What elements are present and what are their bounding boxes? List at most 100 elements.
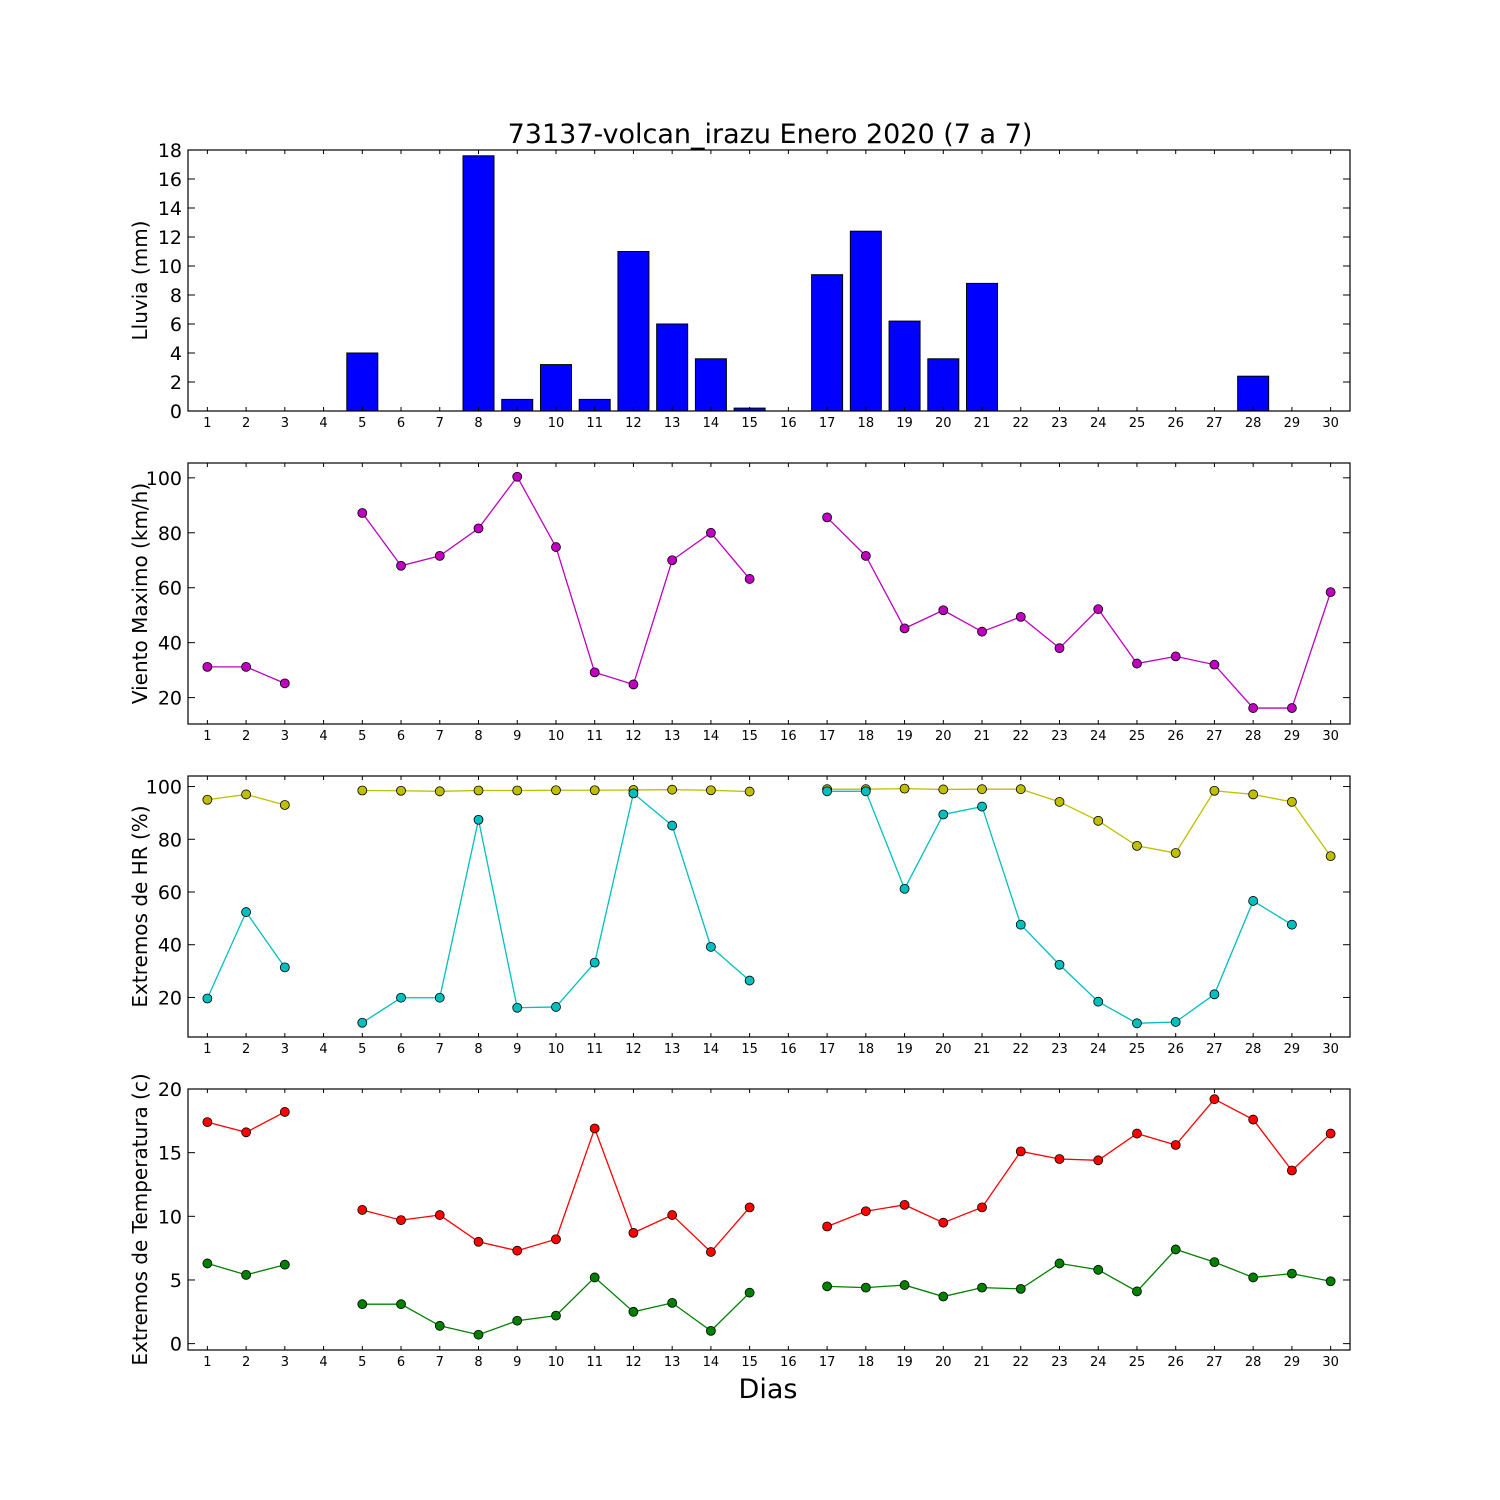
humidity-x-tick-label: 5 [358,1042,366,1057]
wind-series-0-point [1094,605,1103,614]
temperature-x-tick-label: 19 [896,1355,913,1370]
rain-x-tick-label: 13 [664,416,681,431]
wind-series-0-point [474,524,483,533]
temperature-series-0-point [668,1211,677,1220]
temperature-x-tick-label: 8 [474,1355,482,1370]
temperature-x-tick-label: 13 [664,1355,681,1370]
humidity-x-tick-label: 25 [1129,1042,1146,1057]
wind-x-tick-label: 19 [896,729,913,744]
humidity-x-tick-label: 14 [703,1042,720,1057]
wind-series-0-point [1249,704,1258,713]
humidity-series-0-point [242,790,251,799]
wind-x-tick-label: 13 [664,729,681,744]
wind-y-axis-label: Viento Maximo (km/h) [128,483,152,704]
figure: 73137-volcan_irazu Enero 2020 (7 a 7) 12… [0,0,1500,1500]
humidity-series-1-point [1171,1017,1180,1026]
rain-x-tick-label: 3 [281,416,289,431]
temperature-series-0-point [280,1107,289,1116]
humidity-x-tick-label: 16 [780,1042,797,1057]
temperature-x-tick-label: 7 [436,1355,444,1370]
humidity-series-1-point [900,884,909,893]
humidity-series-0-point [939,785,948,794]
wind-series-0-point [900,624,909,633]
wind-x-tick-label: 14 [703,729,720,744]
wind-x-tick-label: 17 [819,729,836,744]
wind-x-tick-label: 26 [1167,729,1184,744]
humidity-x-tick-label: 11 [586,1042,603,1057]
temperature-series-0-point [203,1118,212,1127]
wind-x-tick-label: 18 [858,729,875,744]
temperature-series-1-point [513,1316,522,1325]
humidity-x-tick-label: 26 [1167,1042,1184,1057]
rain-bar [463,156,494,411]
humidity-series-0-point [1016,785,1025,794]
temperature-series-0-point [1171,1141,1180,1150]
humidity-x-tick-label: 20 [935,1042,952,1057]
temperature-y-tick-label: 15 [158,1143,182,1165]
humidity-x-tick-label: 10 [548,1042,565,1057]
temperature-series-0-point [590,1124,599,1133]
rain-x-tick-label: 10 [548,416,565,431]
rain-bar [928,359,959,411]
wind-series-0-point [397,561,406,570]
humidity-x-tick-label: 27 [1206,1042,1223,1057]
temperature-series-1-point [474,1330,483,1339]
temperature-x-tick-label: 18 [858,1355,875,1370]
rain-bar [812,275,843,411]
temperature-series-0-point [861,1207,870,1216]
humidity-series-1-point [745,976,754,985]
wind-x-tick-label: 1 [203,729,211,744]
wind-y-tick-label: 20 [158,688,182,710]
wind-series-0-point [203,662,212,671]
humidity-series-1-point [823,787,832,796]
humidity-series-0-point [203,795,212,804]
temperature-plot-frame [188,1089,1350,1350]
wind-x-tick-label: 9 [513,729,521,744]
temperature-series-1-point [397,1300,406,1309]
temperature-series-1-point [1171,1245,1180,1254]
humidity-series-1-point [629,789,638,798]
humidity-x-tick-label: 1 [203,1042,211,1057]
temperature-y-tick-label: 10 [158,1206,182,1228]
humidity-y-tick-label: 100 [146,777,182,799]
temperature-x-tick-label: 23 [1051,1355,1068,1370]
humidity-x-tick-label: 13 [664,1042,681,1057]
temperature-series-0-point [706,1247,715,1256]
rain-bar [850,231,881,411]
temperature-series-1-point [1016,1284,1025,1293]
humidity-series-0-point [474,786,483,795]
humidity-series-1-point [203,994,212,1003]
temperature-x-tick-label: 5 [358,1355,366,1370]
humidity-series-1-point [978,802,987,811]
wind-x-tick-label: 7 [436,729,444,744]
humidity-series-1-point [397,993,406,1002]
humidity-y-tick-label: 20 [158,987,182,1009]
temperature-series-1-point [939,1292,948,1301]
rain-bar [967,283,998,411]
temperature-series-1-point [242,1270,251,1279]
rain-x-tick-label: 16 [780,416,797,431]
temperature-series-0-point [978,1203,987,1212]
temperature-series-1-point [745,1288,754,1297]
x-axis-label: Dias [739,1374,798,1405]
temperature-x-tick-label: 22 [1012,1355,1029,1370]
rain-y-tick-label: 0 [170,401,182,423]
temperature-series-1-point [435,1321,444,1330]
wind-x-tick-label: 27 [1206,729,1223,744]
wind-x-tick-label: 8 [474,729,482,744]
rain-x-tick-label: 26 [1167,416,1184,431]
wind-series-0-point [745,574,754,583]
humidity-series-1-point [1055,960,1064,969]
temperature-series-1-point [358,1300,367,1309]
humidity-series-1-point [1132,1019,1141,1028]
panel-humidity: 1 2 3 4 5 6 7 8 9 10 11 12 13 14 15 16 17 18 19 20 21 22 23 24 2… [128,776,1350,1057]
wind-x-tick-label: 10 [548,729,565,744]
rain-x-tick-label: 2 [242,416,250,431]
humidity-x-tick-label: 7 [436,1042,444,1057]
temperature-series-0-point [900,1200,909,1209]
wind-x-tick-label: 28 [1245,729,1262,744]
humidity-series-1-point [1249,896,1258,905]
humidity-x-tick-label: 30 [1322,1042,1339,1057]
rain-y-tick-label: 8 [170,285,182,307]
rain-x-tick-label: 14 [703,416,720,431]
